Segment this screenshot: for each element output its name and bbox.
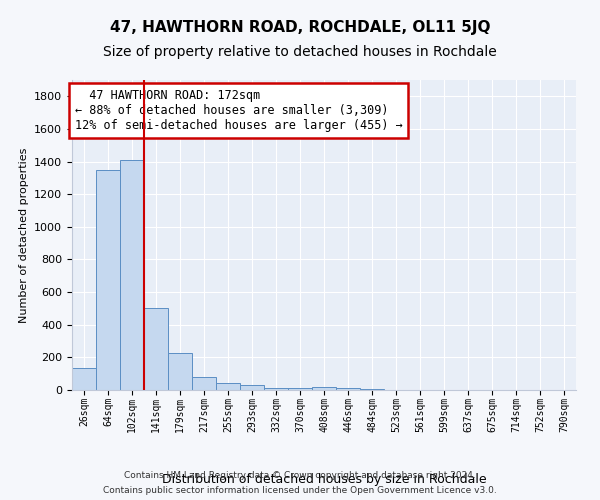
Bar	[360, 389, 384, 390]
Bar	[72, 368, 96, 390]
Text: Contains HM Land Registry data © Crown copyright and database right 2024.: Contains HM Land Registry data © Crown c…	[124, 471, 476, 480]
Bar	[336, 388, 360, 390]
Bar	[288, 388, 312, 390]
Bar	[192, 377, 216, 390]
Text: Contains public sector information licensed under the Open Government Licence v3: Contains public sector information licen…	[103, 486, 497, 495]
Bar	[168, 354, 192, 390]
Bar	[120, 160, 144, 390]
Text: 47 HAWTHORN ROAD: 172sqm
← 88% of detached houses are smaller (3,309)
12% of sem: 47 HAWTHORN ROAD: 172sqm ← 88% of detach…	[74, 90, 402, 132]
Text: Size of property relative to detached houses in Rochdale: Size of property relative to detached ho…	[103, 45, 497, 59]
Bar	[144, 308, 168, 390]
Bar	[216, 382, 240, 390]
Text: 47, HAWTHORN ROAD, ROCHDALE, OL11 5JQ: 47, HAWTHORN ROAD, ROCHDALE, OL11 5JQ	[110, 20, 490, 35]
Bar	[96, 170, 120, 390]
Y-axis label: Number of detached properties: Number of detached properties	[19, 148, 29, 322]
X-axis label: Distribution of detached houses by size in Rochdale: Distribution of detached houses by size …	[161, 473, 487, 486]
Bar	[240, 386, 264, 390]
Bar	[264, 388, 288, 390]
Bar	[312, 386, 336, 390]
